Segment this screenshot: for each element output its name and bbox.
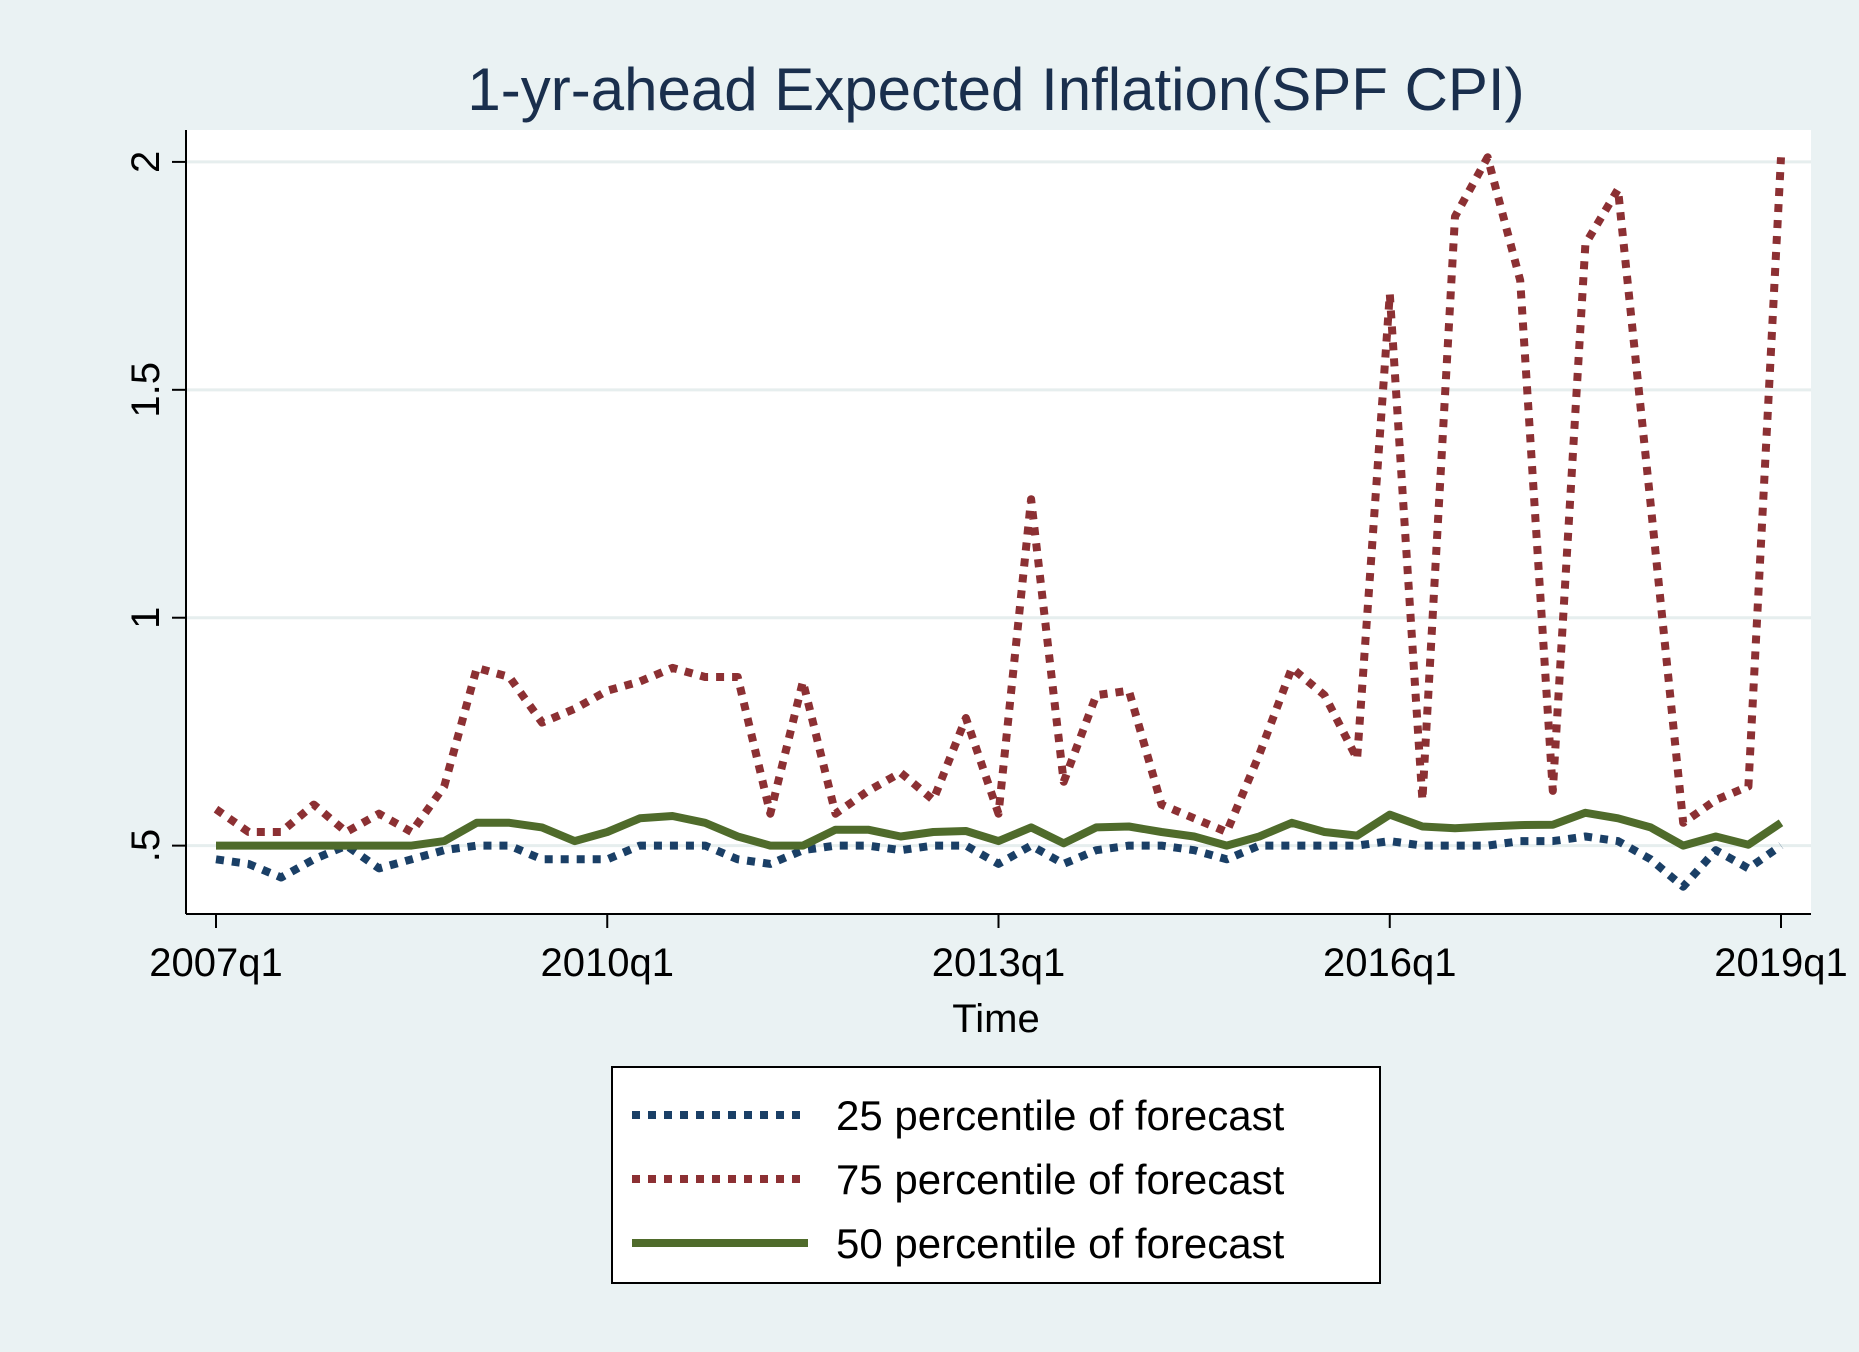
- y-tick-label: 1.5: [124, 362, 168, 418]
- y-tick-label: 1: [124, 607, 168, 629]
- y-axis-ticks: .5 1 1.5 2: [124, 151, 186, 862]
- y-tick-label: 2: [124, 151, 168, 173]
- x-tick-label: 2016q1: [1323, 941, 1456, 985]
- x-tick-label: 2019q1: [1714, 941, 1847, 985]
- legend-label: 50 percentile of forecast: [836, 1220, 1285, 1267]
- x-tick-label: 2010q1: [541, 941, 674, 985]
- legend-label: 75 percentile of forecast: [836, 1156, 1285, 1203]
- series-line: [213, 153, 1785, 836]
- series-line: [216, 808, 1784, 850]
- legend-label: 25 percentile of forecast: [836, 1092, 1285, 1139]
- series-lines: [213, 153, 1785, 891]
- series-line: [215, 832, 1784, 891]
- y-tick-label: .5: [124, 829, 168, 862]
- x-tick-label: 2013q1: [932, 941, 1065, 985]
- legend: 25 percentile of forecast 75 percentile o…: [611, 1066, 1381, 1284]
- x-tick-label: 2007q1: [149, 941, 282, 985]
- chart-title: 1-yr-ahead Expected Inflation(SPF CPI): [467, 56, 1524, 123]
- x-axis-ticks: 2007q1 2010q1 2013q1 2016q1 2019q1: [149, 914, 1848, 985]
- x-axis-title: Time: [952, 997, 1039, 1041]
